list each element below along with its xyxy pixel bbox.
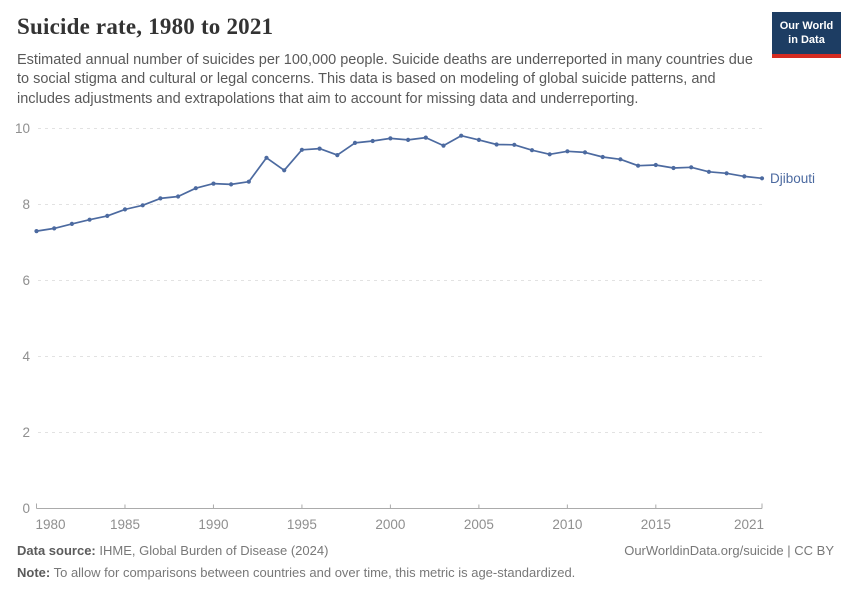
x-axis-tick-label: 1995 (287, 517, 317, 532)
data-point[interactable] (618, 157, 623, 162)
data-point[interactable] (317, 146, 322, 151)
data-point[interactable] (282, 168, 287, 173)
data-point[interactable] (724, 171, 729, 176)
data-point[interactable] (352, 140, 358, 145)
data-point[interactable] (759, 176, 765, 181)
data-point[interactable] (423, 135, 428, 140)
chart-subtitle: Estimated annual number of suicides per … (17, 52, 753, 107)
data-point[interactable] (176, 194, 181, 199)
y-axis-tick-label: 0 (22, 501, 30, 516)
owid-logo-line1: Our World (779, 20, 834, 32)
data-point[interactable] (299, 147, 304, 152)
y-axis-tick-label: 6 (22, 273, 30, 288)
data-point[interactable] (335, 153, 340, 158)
note-line: Note: To allow for comparisons between c… (17, 565, 575, 580)
data-point[interactable] (211, 181, 216, 186)
data-point[interactable] (582, 150, 588, 155)
data-point[interactable] (370, 138, 375, 144)
x-axis-tick-label: 2015 (641, 517, 671, 532)
djibouti-line-series[interactable] (35, 134, 763, 232)
data-point[interactable] (87, 217, 92, 222)
data-point[interactable] (512, 142, 517, 147)
page-title: Suicide rate, 1980 to 2021 (17, 14, 274, 39)
data-point[interactable] (459, 133, 464, 138)
x-axis-tick-label: 1990 (198, 517, 228, 532)
data-point[interactable] (229, 182, 234, 187)
data-point[interactable] (140, 203, 145, 208)
data-source-line: Data source: IHME, Global Burden of Dise… (17, 543, 328, 558)
data-point[interactable] (406, 137, 411, 142)
x-axis-tick-label: 2005 (464, 517, 494, 532)
y-axis-tick-label: 10 (15, 121, 30, 136)
data-point[interactable] (105, 213, 110, 218)
data-point[interactable] (388, 136, 393, 141)
y-axis-tick-label: 8 (22, 197, 30, 212)
data-point[interactable] (671, 165, 676, 171)
y-axis-tick-label: 4 (22, 349, 30, 364)
x-axis-tick-label: 2021 (734, 517, 764, 532)
data-point[interactable] (636, 163, 641, 168)
data-point[interactable] (69, 221, 74, 226)
x-axis-tick-label: 1980 (36, 517, 66, 532)
data-point[interactable] (193, 186, 198, 191)
data-point[interactable] (52, 226, 57, 231)
data-point[interactable] (529, 148, 535, 153)
data-point[interactable] (441, 143, 446, 148)
data-source-label: Data source: (17, 543, 96, 558)
y-axis-tick-label: 2 (22, 425, 30, 440)
line-chart-canvas[interactable]: 0 2 4 6 8 10 1980 1985 1990 1995 2000 2005 2010 2015 2… (0, 0, 850, 545)
data-point[interactable] (653, 162, 658, 168)
data-point[interactable] (264, 155, 269, 160)
data-point[interactable] (34, 229, 39, 234)
data-point[interactable] (246, 179, 251, 184)
data-point[interactable] (476, 137, 481, 142)
data-point[interactable] (158, 196, 163, 201)
footer-citation-link[interactable]: OurWorldinData.org/suicide | CC BY (624, 543, 834, 558)
data-point[interactable] (689, 165, 694, 170)
x-axis-tick-label: 1985 (110, 517, 140, 532)
series-entity-label[interactable]: Djibouti (770, 171, 815, 186)
owid-logo-line2: in Data (788, 34, 825, 47)
data-point[interactable] (600, 154, 605, 160)
data-point[interactable] (742, 174, 747, 179)
note-text: To allow for comparisons between countri… (50, 565, 576, 580)
x-axis-tick-label: 2000 (375, 517, 405, 532)
data-point[interactable] (122, 207, 128, 212)
data-point[interactable] (565, 149, 570, 154)
data-point[interactable] (706, 169, 712, 174)
chart-plot-area[interactable]: 0 2 4 6 8 10 1980 1985 1990 1995 2000 2005 2010 2015 2… (0, 0, 850, 545)
owid-logo[interactable]: Our World in Data (772, 12, 841, 58)
data-point[interactable] (494, 142, 499, 147)
data-source-text: IHME, Global Burden of Disease (2024) (95, 543, 329, 558)
note-label: Note: (17, 565, 51, 580)
x-axis-tick-label: 2010 (552, 517, 582, 532)
data-point[interactable] (547, 152, 552, 157)
